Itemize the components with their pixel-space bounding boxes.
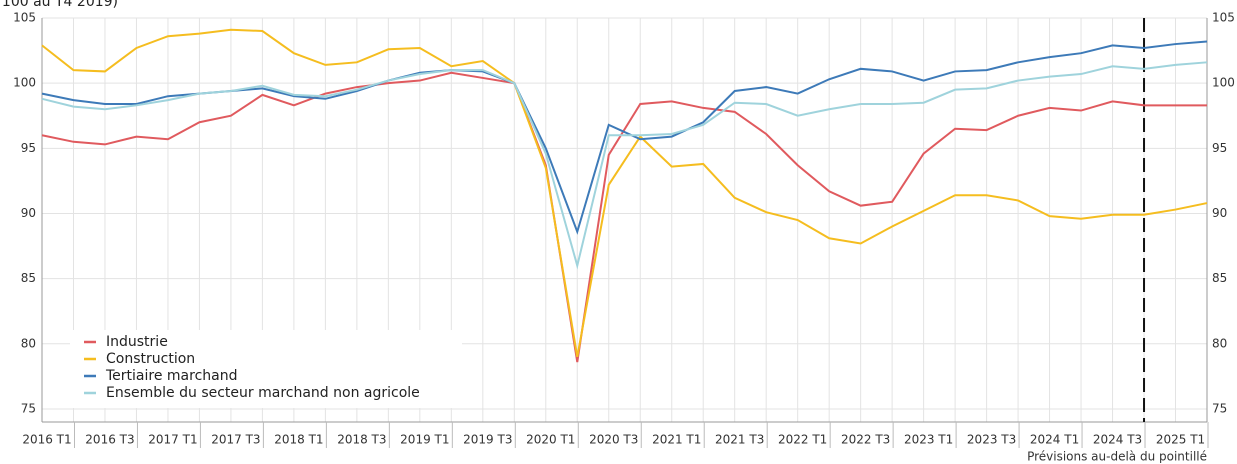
x-tick-label: 2017 T3 bbox=[211, 433, 260, 447]
x-tick-label: 2018 T3 bbox=[337, 433, 386, 447]
y2-tick-label: 80 bbox=[1212, 336, 1227, 350]
x-tick-label: 2022 T3 bbox=[841, 433, 890, 447]
y-tick-label: 90 bbox=[21, 206, 36, 220]
chart-subtitle: (base 100 au T4 2019) bbox=[0, 0, 118, 10]
series-line bbox=[41, 61, 1208, 270]
x-tick-label: 2020 T1 bbox=[526, 433, 575, 447]
x-tick-label: 2016 T1 bbox=[22, 433, 71, 447]
x-tick-label: 2021 T3 bbox=[715, 433, 764, 447]
y2-tick-label: 85 bbox=[1212, 271, 1227, 285]
x-tick-label: 2018 T1 bbox=[274, 433, 323, 447]
x-tick-label: 2020 T3 bbox=[589, 433, 638, 447]
series-line bbox=[41, 71, 1207, 363]
x-tick-label: 2019 T1 bbox=[400, 433, 449, 447]
legend-label: Ensemble du secteur marchand non agricol… bbox=[106, 385, 420, 401]
x-tick-label: 2022 T1 bbox=[778, 433, 827, 447]
series-line bbox=[41, 28, 1208, 358]
x-tick-label: 2017 T1 bbox=[148, 433, 197, 447]
y-tick-label: 85 bbox=[21, 271, 36, 285]
legend-box bbox=[70, 330, 462, 408]
y-tick-label: 105 bbox=[13, 11, 36, 25]
y-tick-label: 75 bbox=[21, 401, 36, 415]
x-tick-label: 2025 T1 bbox=[1156, 433, 1205, 447]
x-tick-label: 2024 T1 bbox=[1030, 433, 1079, 447]
annotation: Prévisions au-delà du pointillé bbox=[1027, 450, 1207, 464]
x-tick-label: 2021 T1 bbox=[652, 433, 701, 447]
x-tick-label: 2023 T1 bbox=[904, 433, 953, 447]
y-tick-label: 95 bbox=[21, 141, 36, 155]
legend-label: Tertiaire marchand bbox=[105, 368, 237, 384]
legend-label: Construction bbox=[106, 351, 195, 367]
x-tick-label: 2019 T3 bbox=[463, 433, 512, 447]
y-tick-label: 80 bbox=[21, 336, 36, 350]
x-tick-label: 2016 T3 bbox=[85, 433, 134, 447]
y2-tick-label: 100 bbox=[1212, 76, 1235, 90]
legend-label: Industrie bbox=[106, 334, 168, 350]
x-tick-label: 2023 T3 bbox=[967, 433, 1016, 447]
series-line bbox=[41, 40, 1208, 235]
x-tick-label: 2024 T3 bbox=[1093, 433, 1142, 447]
y2-tick-label: 95 bbox=[1212, 141, 1227, 155]
y2-tick-label: 90 bbox=[1212, 206, 1227, 220]
y2-tick-label: 105 bbox=[1212, 11, 1235, 25]
y2-tick-label: 75 bbox=[1212, 401, 1227, 415]
y-tick-label: 100 bbox=[13, 76, 36, 90]
